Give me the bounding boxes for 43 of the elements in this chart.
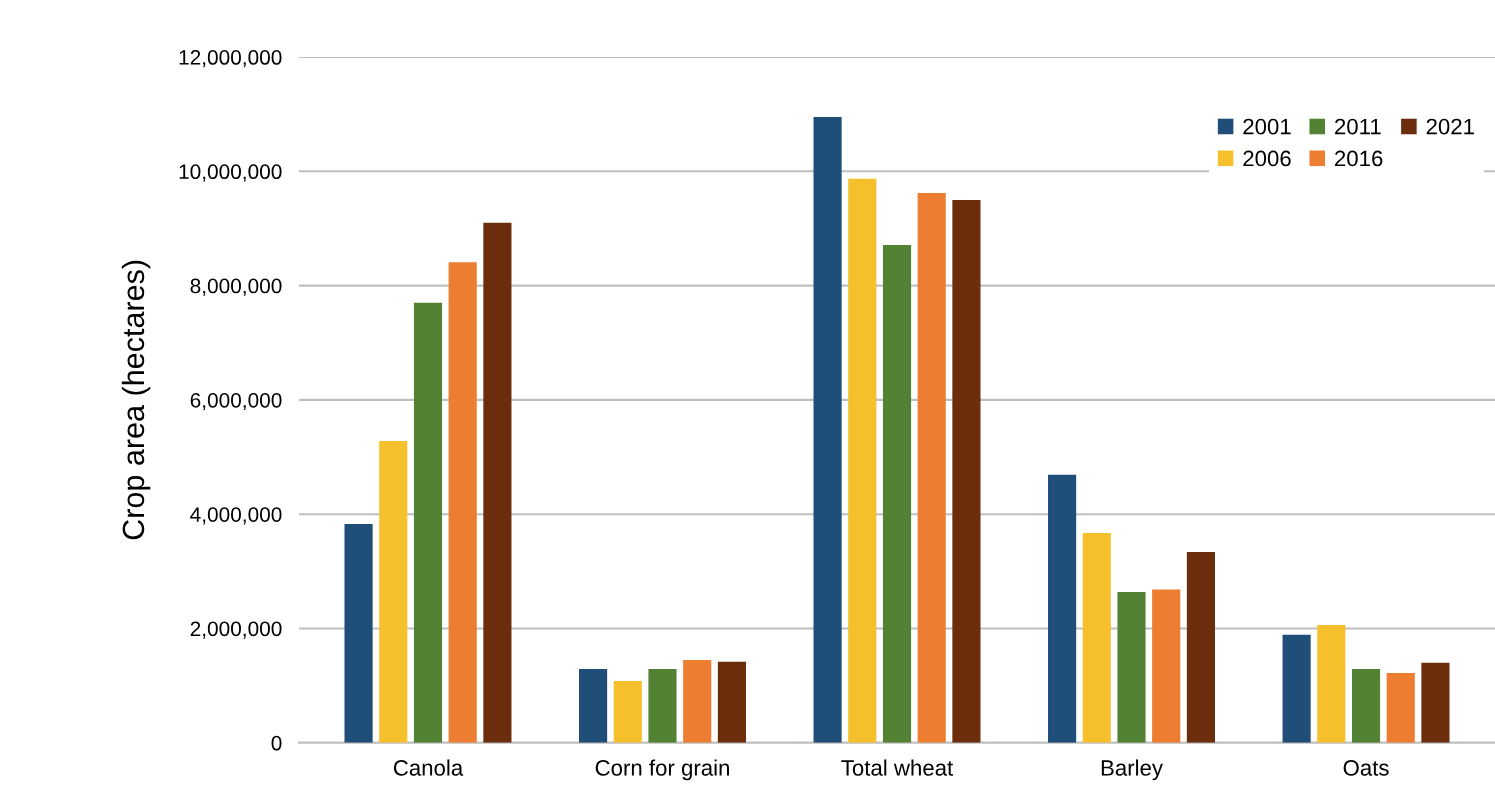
bar — [613, 681, 642, 743]
bar — [579, 669, 608, 743]
bar — [1282, 634, 1311, 743]
bar — [1152, 589, 1181, 743]
legend-label: 2011 — [1335, 118, 1381, 135]
bar — [952, 199, 981, 743]
legend-label: 2016 — [1335, 150, 1383, 167]
y-tick-label: 4,000,000 — [190, 507, 282, 525]
bar — [648, 669, 677, 743]
bar — [1351, 669, 1381, 743]
x-tick-label: Total wheat — [841, 759, 954, 776]
bar — [483, 222, 512, 743]
y-tick-label: 8,000,000 — [190, 278, 282, 296]
y-tick-label: 2,000,000 — [190, 621, 282, 639]
bar — [683, 659, 712, 743]
bar — [1048, 474, 1077, 743]
bar — [882, 245, 912, 743]
bar — [1186, 551, 1215, 743]
y-tick-label: 0 — [271, 735, 282, 751]
bar — [1386, 673, 1415, 743]
bar — [848, 178, 877, 743]
bar — [717, 661, 746, 743]
legend-label: 2021 — [1426, 118, 1474, 135]
x-tick-label: Corn for grain — [595, 759, 729, 781]
bar — [1082, 533, 1111, 743]
bar — [813, 117, 842, 743]
y-axis-title: Crop area (hectares) — [121, 260, 151, 540]
x-tick-label: Oats — [1343, 760, 1389, 776]
bar — [379, 441, 408, 743]
y-tick-label: 12,000,000 — [179, 50, 282, 68]
bar — [1421, 662, 1450, 743]
legend-label: 2006 — [1243, 150, 1291, 167]
legend-label: 2001 — [1243, 118, 1291, 135]
bar — [344, 523, 373, 743]
bar — [448, 262, 477, 743]
y-tick-label: 6,000,000 — [190, 392, 282, 411]
bar — [917, 193, 946, 743]
x-tick-label: Barley — [1101, 759, 1163, 781]
bar — [1317, 625, 1346, 743]
bar — [1117, 591, 1146, 743]
y-tick-label: 10,000,000 — [179, 164, 282, 182]
bar — [413, 302, 443, 743]
x-tick-label: Canola — [393, 759, 464, 776]
